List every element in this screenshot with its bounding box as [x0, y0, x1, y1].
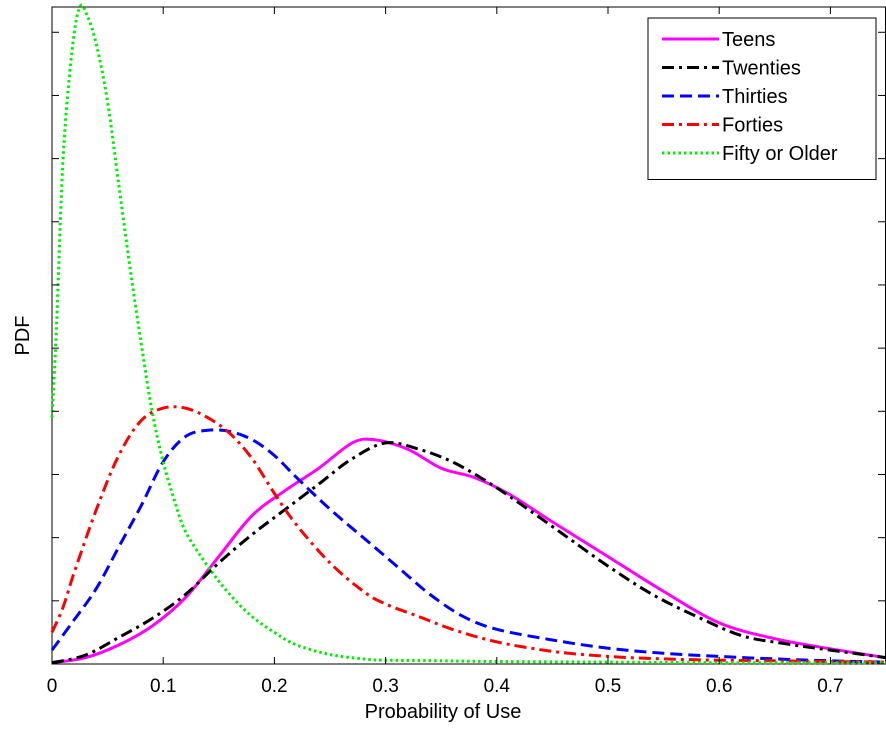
- x-tick-label: 0.3: [372, 676, 398, 697]
- series-line-1: [51, 441, 886, 665]
- series-layer: [50, 3, 886, 665]
- x-tick-label: 0.2: [261, 676, 287, 697]
- y-axis-ticks: [52, 31, 885, 665]
- x-tick-label: 0.5: [595, 676, 621, 697]
- legend-label-4: Fifty or Older: [722, 143, 838, 165]
- legend-label-2: Thirties: [722, 86, 788, 108]
- x-tick-label: 0.6: [706, 676, 732, 697]
- legend-label-0: Teens: [722, 29, 775, 51]
- x-axis-ticks: 0 0.1 0.2 0.3 0.4 0.5 0.6 0.7: [47, 7, 844, 697]
- x-tick-label: 0.1: [150, 676, 176, 697]
- x-tick-label: 0: [47, 676, 58, 697]
- legend-label-1: Twenties: [722, 58, 801, 80]
- y-axis-label: PDF: [12, 316, 34, 356]
- x-axis-label: Probability of Use: [365, 701, 522, 723]
- series-line-3: [50, 405, 886, 664]
- series-line-2: [50, 428, 886, 664]
- x-tick-label: 0.7: [817, 676, 843, 697]
- legend: Teens Twenties Thirties Forties Fifty or Old…: [647, 17, 877, 180]
- legend-label-3: Forties: [722, 115, 783, 137]
- x-tick-label: 0.4: [484, 676, 511, 697]
- series-line-0: [51, 437, 886, 665]
